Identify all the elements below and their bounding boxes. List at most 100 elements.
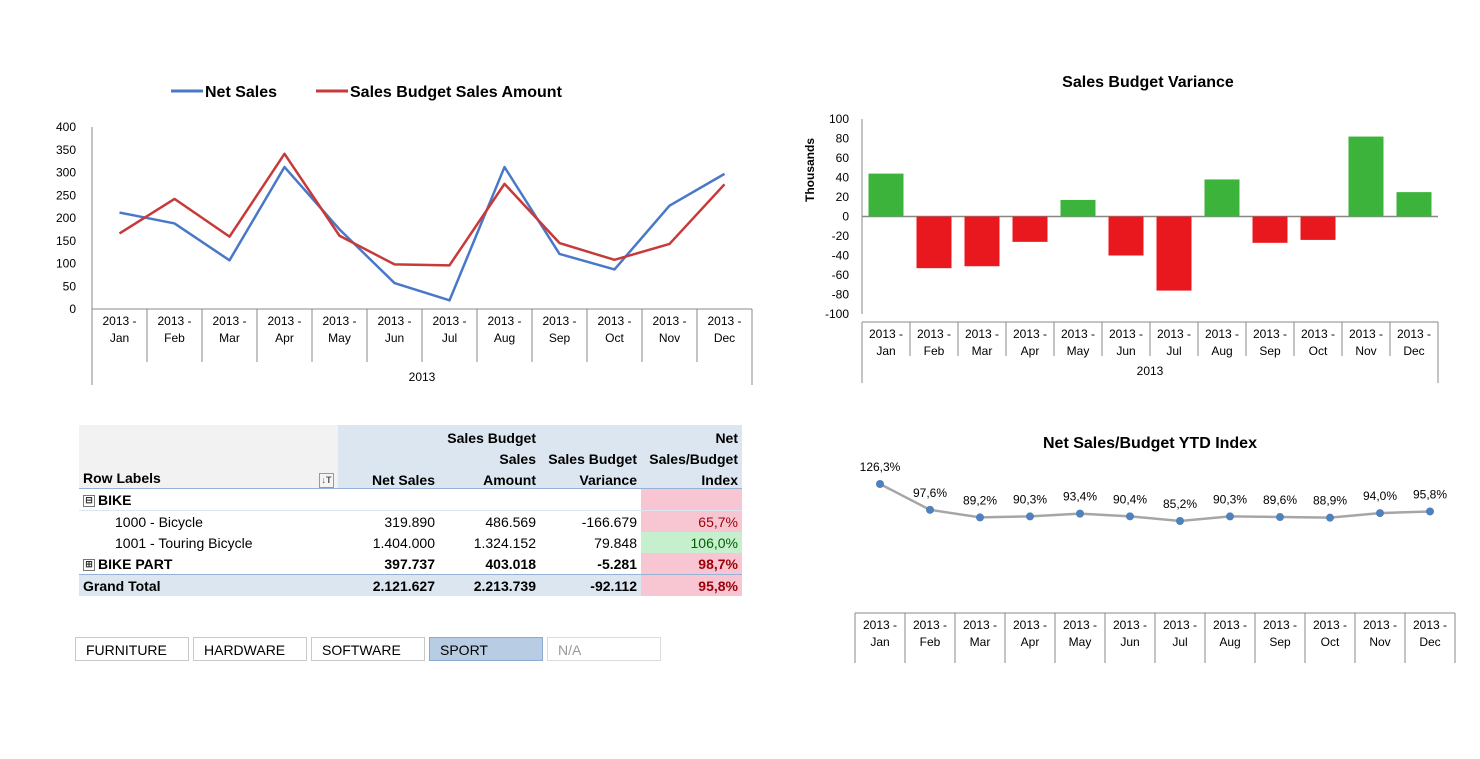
slicer-item-hardware[interactable]: HARDWARE: [193, 637, 307, 661]
y-tick-label: 300: [56, 166, 76, 180]
x-tick-label: May: [328, 331, 351, 345]
header-variance-line3: Variance: [540, 467, 641, 489]
x-tick-label: 2013 -: [1109, 327, 1143, 341]
cell-budget: 1.324.152: [473, 534, 536, 551]
data-point: [1176, 517, 1184, 525]
table-row: ⊟ BIKE: [79, 488, 742, 511]
bar: [1204, 179, 1240, 217]
data-label: 90,3%: [1213, 492, 1247, 506]
cell-variance: -5.281: [597, 555, 637, 572]
header-variance-line2: Sales Budget: [540, 446, 641, 467]
slicer-item-furniture[interactable]: FURNITURE: [75, 637, 189, 661]
bar: [1300, 216, 1336, 240]
x-tick-label: 2013 -: [377, 314, 411, 328]
x-tick-label: Aug: [494, 331, 515, 345]
x-tick-label: Oct: [1309, 344, 1328, 358]
group-bike-part[interactable]: ⊞ BIKE PART: [79, 553, 338, 575]
bar: [1396, 192, 1432, 217]
x-tick-label: Aug: [1211, 344, 1232, 358]
x-tick-label: Sep: [549, 331, 571, 345]
x-tick-label: 2013 -: [1163, 618, 1197, 632]
cell-net-sales: 319.890: [384, 513, 435, 530]
x-tick-label: 2013 -: [1205, 327, 1239, 341]
data-label: 97,6%: [913, 486, 947, 500]
slicer-item-software[interactable]: SOFTWARE: [311, 637, 425, 661]
chart-title: Net Sales/Budget YTD Index: [1043, 435, 1257, 452]
bar: [1156, 216, 1192, 291]
y-tick-label: 200: [56, 211, 76, 225]
y-tick-label: -100: [825, 307, 849, 321]
collapse-icon[interactable]: ⊟: [83, 494, 95, 507]
x-tick-label: 2013 -: [1063, 618, 1097, 632]
x-tick-label: Nov: [1355, 344, 1376, 358]
filter-icon[interactable]: ↓T: [319, 473, 334, 488]
y-tick-label: 100: [829, 112, 849, 126]
x-tick-label: 2013 -: [1013, 327, 1047, 341]
row-labels-text: Row Labels: [83, 470, 161, 486]
y-tick-label: 0: [842, 210, 849, 224]
x-group-label: 2013: [409, 370, 436, 384]
y-tick-label: -40: [832, 249, 850, 263]
x-tick-label: Mar: [972, 344, 993, 358]
header-budget-line3: Amount: [439, 467, 540, 489]
bar: [868, 173, 904, 217]
x-tick-label: 2013 -: [965, 327, 999, 341]
data-label: 89,6%: [1263, 493, 1297, 507]
cell-budget: 2.213.739: [439, 574, 540, 596]
x-tick-label: May: [1069, 635, 1092, 649]
x-tick-label: Jun: [1120, 635, 1139, 649]
x-tick-label: 2013 -: [1213, 618, 1247, 632]
data-point: [1376, 509, 1384, 518]
slicer-item-na[interactable]: N/A: [547, 637, 661, 661]
cell-budget: 403.018: [485, 555, 536, 572]
group-label: BIKE PART: [98, 555, 173, 572]
y-tick-label: 20: [836, 190, 850, 204]
cell-index: 98,7%: [641, 553, 742, 575]
x-tick-label: Jul: [442, 331, 457, 345]
x-tick-label: 2013 -: [212, 314, 246, 328]
row-label: 1001 - Touring Bicycle: [115, 534, 253, 551]
y-tick-label: 60: [836, 151, 850, 165]
bar: [1060, 199, 1096, 217]
y-tick-label: 80: [836, 132, 850, 146]
y-tick-label: 350: [56, 143, 76, 157]
legend-label: Net Sales: [205, 84, 277, 101]
series-line: [879, 482, 1431, 523]
data-label: 95,8%: [1413, 487, 1447, 501]
x-tick-label: 2013 -: [487, 314, 521, 328]
data-point: [1276, 513, 1284, 522]
data-point: [1226, 512, 1234, 521]
x-tick-label: 2013 -: [1413, 618, 1447, 632]
y-tick-label: 50: [63, 279, 77, 293]
x-tick-label: Jan: [876, 344, 895, 358]
data-point: [1126, 512, 1134, 521]
group-label: BIKE: [98, 491, 132, 508]
x-tick-label: Jan: [110, 331, 129, 345]
x-tick-label: Jul: [1172, 635, 1187, 649]
x-tick-label: 2013 -: [1013, 618, 1047, 632]
data-point: [1426, 507, 1434, 516]
group-bike[interactable]: ⊟ BIKE: [79, 488, 338, 511]
x-tick-label: 2013 -: [1061, 327, 1095, 341]
data-label: 90,3%: [1013, 492, 1047, 506]
expand-icon[interactable]: ⊞: [83, 558, 95, 571]
x-tick-label: 2013 -: [913, 618, 947, 632]
x-tick-label: Aug: [1219, 635, 1240, 649]
x-tick-label: Dec: [1403, 344, 1424, 358]
x-tick-label: Apr: [1021, 344, 1040, 358]
x-tick-label: 2013 -: [652, 314, 686, 328]
data-point: [1026, 512, 1034, 521]
grand-total-row: Grand Total 2.121.627 2.213.739 -92.112 …: [79, 574, 742, 596]
slicer-item-sport[interactable]: SPORT: [429, 637, 543, 661]
x-tick-label: 2013 -: [869, 327, 903, 341]
row-label: Grand Total: [79, 574, 338, 596]
x-tick-label: Feb: [920, 635, 941, 649]
cell-net-sales: 1.404.000: [372, 534, 435, 551]
x-tick-label: Nov: [1369, 635, 1390, 649]
header-index-line2: Sales/Budget: [641, 446, 742, 467]
series-line: [118, 152, 726, 267]
series-line: [119, 165, 726, 302]
x-group-label: 2013: [1137, 364, 1164, 378]
x-tick-label: 2013 -: [597, 314, 631, 328]
x-tick-label: 2013 -: [917, 327, 951, 341]
